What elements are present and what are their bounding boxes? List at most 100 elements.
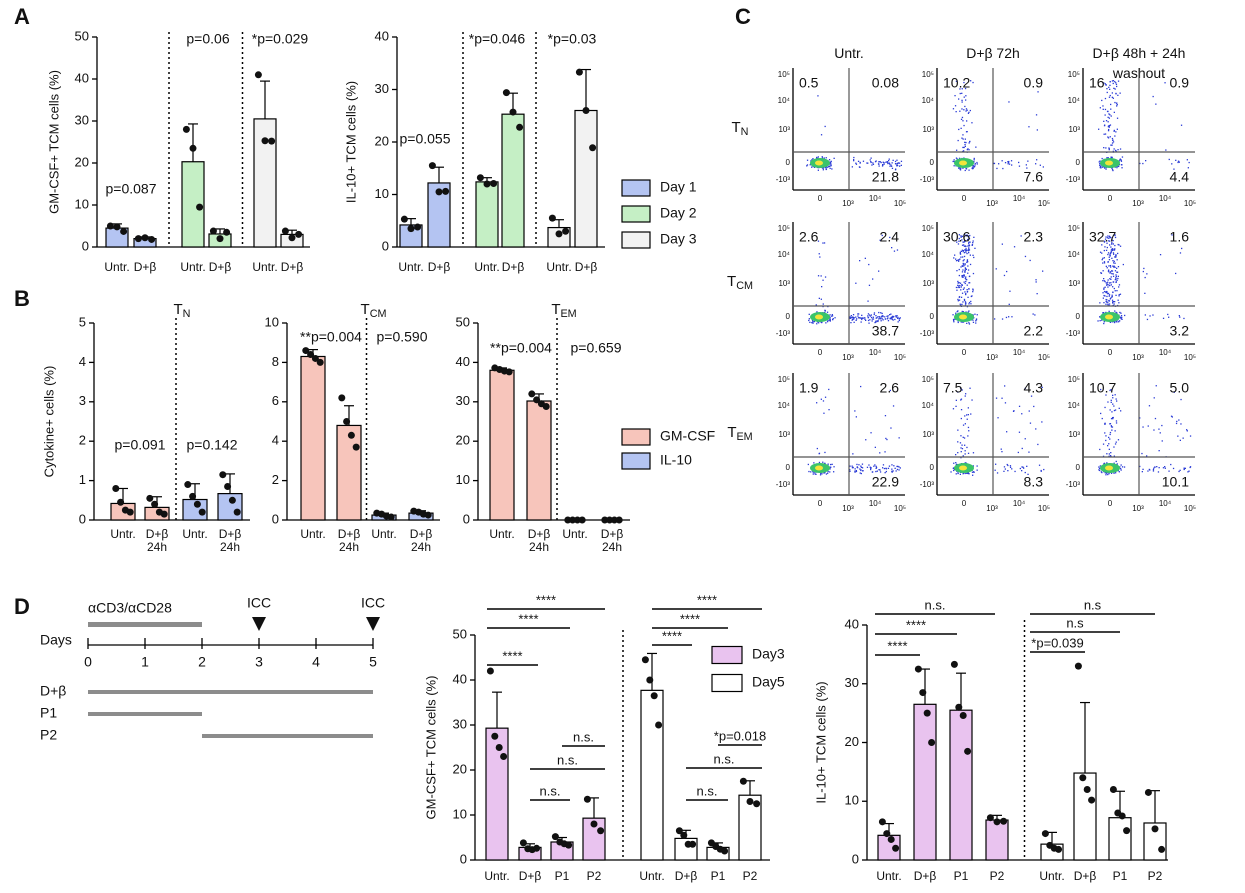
event-dot: [860, 469, 862, 471]
event-dot: [1158, 467, 1160, 469]
event-dot: [1175, 159, 1177, 161]
event-dot: [960, 451, 962, 453]
event-dot: [1117, 439, 1120, 441]
event-dot: [1004, 402, 1007, 404]
event-dot: [962, 167, 964, 169]
event-dot: [859, 317, 861, 319]
event-dot: [1108, 259, 1111, 261]
event-dot: [962, 472, 964, 475]
event-dot: [811, 322, 813, 324]
event-dot: [889, 236, 891, 239]
event-cluster-core: [959, 160, 967, 166]
event-dot: [875, 315, 877, 317]
event-dot: [884, 472, 886, 474]
event-dot: [872, 278, 874, 280]
event-dot: [1116, 290, 1118, 292]
event-dot: [1106, 267, 1108, 269]
event-dot: [1109, 114, 1111, 116]
event-dot: [958, 282, 960, 284]
event-dot: [961, 303, 963, 305]
event-dot: [849, 469, 851, 471]
event-dot: [886, 161, 888, 163]
flow-tick-label: 10³: [842, 353, 854, 362]
flow-tick-label: 10⁴: [922, 96, 935, 105]
event-dot: [1106, 88, 1108, 90]
event-dot: [1115, 255, 1117, 257]
event-dot: [1114, 101, 1116, 104]
event-dot: [886, 438, 888, 441]
event-dot: [1109, 254, 1111, 256]
event-dot: [1110, 418, 1113, 420]
event-dot: [1036, 293, 1038, 295]
event-dot: [968, 322, 970, 324]
event-dot: [850, 317, 853, 319]
event-dot: [964, 138, 966, 140]
flow-tick-label: 10⁴: [1013, 194, 1026, 203]
x-tick-label-text: D+β 24h: [218, 528, 242, 554]
x-tick-label: D+β: [428, 261, 451, 274]
event-dot: [959, 252, 961, 255]
event-dot: [1178, 470, 1180, 473]
data-point: [555, 230, 563, 238]
event-dot: [1158, 428, 1160, 430]
event-dot: [1114, 430, 1116, 432]
event-dot: [1142, 468, 1144, 470]
event-dot: [962, 260, 964, 262]
event-dot: [1037, 443, 1039, 446]
event-dot: [1121, 466, 1124, 468]
event-dot: [1041, 386, 1043, 388]
flow-tick-label: 0: [1076, 312, 1081, 321]
event-dot: [1152, 314, 1154, 316]
event-dot: [872, 318, 875, 320]
x-tick-label-text: P2: [586, 870, 602, 883]
event-dot: [861, 463, 864, 465]
event-dot: [962, 436, 964, 438]
x-tick-label: D+β: [209, 261, 232, 274]
x-tick-label-text: Untr.: [104, 261, 130, 274]
data-point: [746, 798, 754, 805]
legend-swatch: [621, 428, 651, 446]
data-point: [993, 818, 1001, 826]
event-dot: [967, 414, 969, 416]
row-label-sub: CM: [736, 280, 753, 292]
y-tick-label: 30: [453, 716, 467, 731]
data-point: [112, 484, 120, 492]
event-dot: [1112, 80, 1115, 82]
event-dot: [1116, 128, 1118, 130]
flow-tick-label: 10³: [922, 430, 934, 439]
event-dot: [955, 399, 957, 401]
x-tick-label-text: P1: [953, 870, 969, 883]
event-dot: [822, 303, 824, 305]
column-header: Untr.: [834, 45, 864, 61]
event-dot: [1026, 167, 1028, 169]
y-tick-label: 5: [79, 314, 86, 329]
significance-label: n.s.: [540, 783, 561, 798]
event-dot: [813, 462, 815, 464]
event-dot: [1106, 295, 1108, 298]
event-dot: [958, 286, 961, 289]
event-dot: [1161, 424, 1163, 427]
event-dot: [1113, 455, 1115, 457]
flow-tick-label: 10⁵: [1038, 504, 1050, 513]
x-tick-label: P1: [953, 870, 969, 883]
event-dot: [1183, 317, 1185, 320]
flow-tick-label: 0: [786, 158, 791, 167]
event-dot: [880, 312, 882, 314]
flow-tick-label: 0: [930, 463, 935, 472]
event-dot: [896, 315, 898, 317]
event-dot: [957, 243, 960, 245]
event-dot: [824, 276, 827, 278]
event-dot: [973, 471, 975, 473]
event-dot: [885, 467, 887, 469]
event-dot: [887, 162, 889, 165]
event-dot: [889, 165, 891, 167]
data-point: [106, 222, 114, 230]
event-dot: [971, 471, 974, 473]
data-point: [400, 215, 408, 223]
flow-tick-label: -10³: [1066, 329, 1081, 338]
event-dot: [824, 311, 826, 314]
event-dot: [1146, 318, 1149, 321]
event-dot: [963, 96, 965, 98]
event-dot: [1170, 415, 1173, 417]
flow-tick-label: 10⁴: [1159, 348, 1172, 357]
